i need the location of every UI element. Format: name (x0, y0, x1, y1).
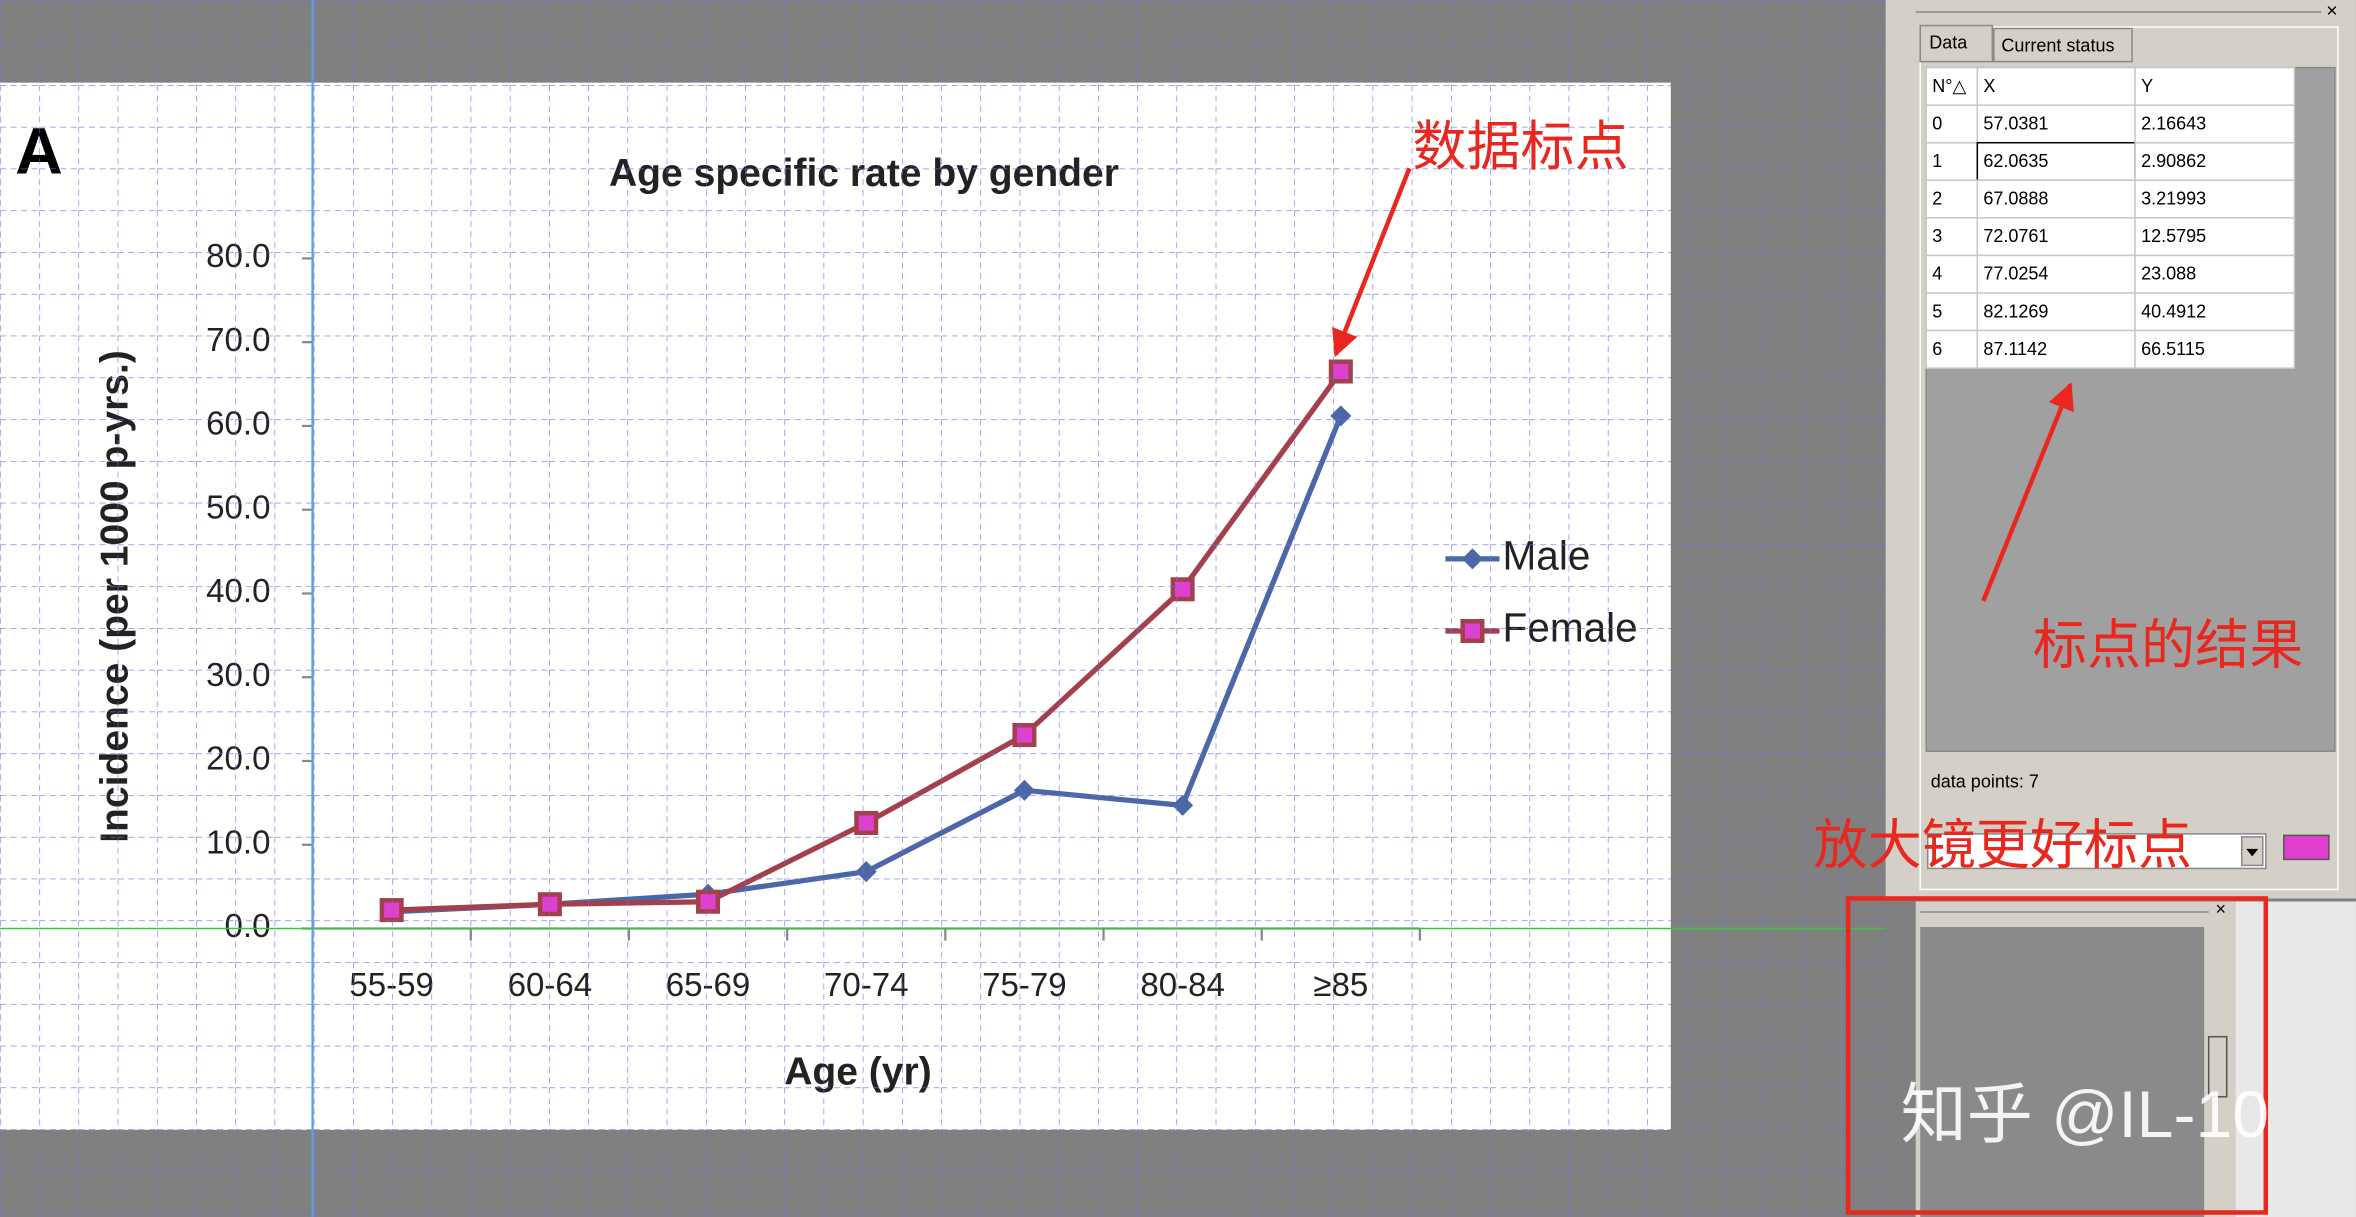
table-cell (1976, 217, 2136, 257)
table-cell (2134, 254, 2296, 294)
table-cell (1976, 329, 2136, 369)
scroll-buttons[interactable] (2207, 1035, 2228, 1098)
cell-text: 77.0254 (1983, 264, 2048, 284)
cell-text: 87.1142 (1983, 339, 2047, 359)
cell-text: 0 (1932, 113, 1942, 133)
status: data points: 7 (1931, 772, 2039, 792)
cell-text: 2 (1932, 189, 1942, 209)
watermark: 知乎 @IL-10 (1901, 1078, 2269, 1152)
table-cell (2134, 292, 2296, 332)
cell-text: 82.1269 (1983, 301, 2048, 321)
header-label: N°△ (1932, 76, 1966, 96)
close-button[interactable]: × (2326, 0, 2337, 22)
header-cell (1976, 66, 2136, 106)
cell-text: 72.0761 (1983, 226, 2048, 246)
header-label: Y (2141, 76, 2153, 96)
annotation: 数据标点 (1412, 115, 1628, 178)
cell-text: 5 (1932, 301, 1942, 321)
cell-text: 66.5115 (2141, 339, 2205, 359)
table-cell (2134, 217, 2296, 257)
annotation: 标点的结果 (2033, 614, 2303, 677)
table-cell (1976, 179, 2136, 219)
cell-text: 3.21993 (2141, 189, 2206, 209)
annotation: 放大镜更好标点 (1814, 814, 2193, 877)
tab[interactable] (1993, 27, 2133, 63)
header-cell (2134, 66, 2296, 106)
table-cell (1976, 141, 2136, 182)
table-cell (1925, 329, 1979, 369)
cell-text: 62.0635 (1983, 151, 2048, 171)
tab-label: Current status (2001, 35, 2114, 55)
table-cell (1976, 104, 2136, 144)
tab[interactable] (1919, 24, 1994, 63)
arrow (1332, 167, 1412, 358)
table-cell (2134, 141, 2296, 182)
table-cell (1925, 254, 1979, 294)
magnifier-view (1920, 927, 2205, 1217)
table-cell (2134, 179, 2296, 219)
cell-text: 3 (1932, 226, 1942, 246)
dropdown[interactable] (1926, 833, 2267, 870)
table-cell (1976, 254, 2136, 294)
cell-text: 23.088 (2141, 264, 2196, 284)
cell-text: 2.90862 (2141, 151, 2206, 171)
table-cell (2134, 329, 2296, 369)
tab-label: Data (1929, 32, 1968, 52)
cell-text: 1 (1932, 151, 1942, 171)
cell-text: 40.4912 (2141, 301, 2206, 321)
cell-text: 12.5795 (2141, 226, 2206, 246)
digitizer-grid (0, 0, 1886, 1217)
table-cell (1925, 179, 1979, 219)
color-swatch[interactable] (2283, 834, 2330, 861)
close-button[interactable]: × (2215, 899, 2226, 919)
cell-text: 67.0888 (1983, 189, 2048, 209)
highlight-box (1845, 896, 2269, 1215)
dropdown-arrow (2246, 848, 2259, 857)
desktop-strip (2235, 901, 2356, 1217)
table-cell (2134, 104, 2296, 144)
data-table: N°△ X Y 0 57.0381 2.16643 1 62.0635 2.90862 2 67.0… (1925, 66, 2296, 369)
header-label: X (1983, 76, 1995, 96)
cell-text: 57.0381 (1983, 113, 2048, 133)
arrow (1981, 382, 2074, 602)
cell-text: 6 (1932, 339, 1942, 359)
cell-text: 2.16643 (2141, 113, 2206, 133)
cell-text: 4 (1932, 264, 1942, 284)
